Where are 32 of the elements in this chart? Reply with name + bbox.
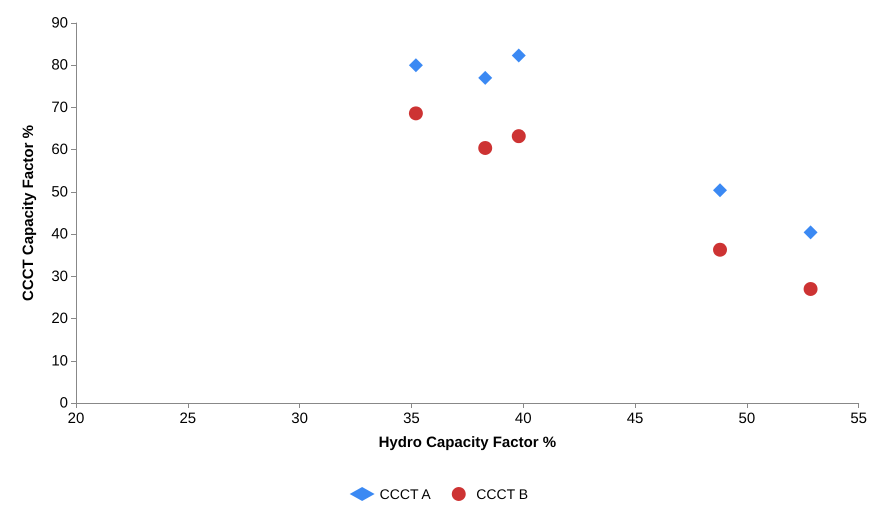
y-axis-title: CCCT Capacity Factor % <box>20 125 37 301</box>
point <box>478 140 492 155</box>
legend-label: CCCT A <box>380 486 432 502</box>
y-tick-label: 90 <box>51 14 68 32</box>
x-tick-label: 20 <box>68 410 84 427</box>
y-tick-label: 80 <box>51 56 68 74</box>
point <box>804 225 818 240</box>
point <box>478 70 492 85</box>
x-tick-label: 40 <box>514 410 532 427</box>
y-tick-label: 30 <box>51 268 68 285</box>
legend-label: CCCT B <box>476 486 528 502</box>
x-axis-title: Hydro Capacity Factor % <box>378 434 556 451</box>
x-tick-label: 30 <box>291 410 308 427</box>
y-tick-label: 70 <box>51 98 68 116</box>
y-tick-label: 20 <box>51 310 68 328</box>
point <box>408 58 423 72</box>
x-tick-label: 25 <box>179 410 196 427</box>
point <box>713 242 728 257</box>
point <box>804 282 818 296</box>
y-tick-label: 10 <box>51 352 68 370</box>
point <box>408 106 423 120</box>
point <box>512 129 526 144</box>
point <box>713 183 728 198</box>
x-tick-label: 55 <box>850 410 867 427</box>
x-tick-label: 35 <box>403 410 420 427</box>
x-tick-label: 50 <box>738 410 756 427</box>
point <box>512 48 526 63</box>
y-tick-label: 60 <box>51 141 68 158</box>
x-tick-label: 45 <box>626 410 644 427</box>
y-tick-label: 40 <box>51 226 68 243</box>
y-tick-label: 0 <box>60 394 68 412</box>
y-tick-label: 50 <box>51 183 68 200</box>
